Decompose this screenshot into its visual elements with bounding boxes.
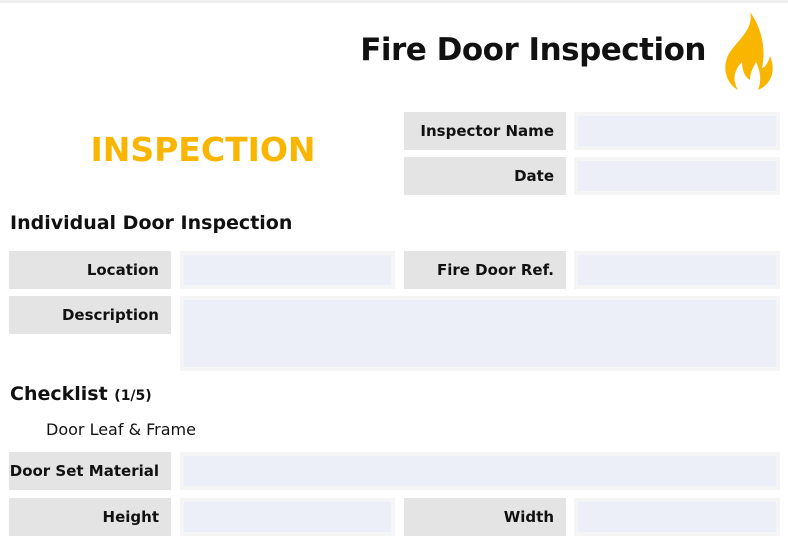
width-input[interactable] xyxy=(578,502,776,532)
description-input[interactable] xyxy=(184,300,776,367)
door-set-material-label: Door Set Material xyxy=(9,452,171,490)
fire-door-ref-input[interactable] xyxy=(578,255,776,285)
checklist-progress: (1/5) xyxy=(114,388,152,404)
height-label: Height xyxy=(9,498,171,536)
inspector-name-field xyxy=(574,112,780,150)
date-field xyxy=(574,157,780,195)
fire-door-ref-field xyxy=(574,251,780,289)
date-input[interactable] xyxy=(578,161,776,191)
checklist-title: Checklist xyxy=(10,383,108,405)
location-input[interactable] xyxy=(184,255,391,285)
width-field xyxy=(574,498,780,536)
checklist-heading: Checklist (1/5) xyxy=(10,383,152,405)
checklist-subheading: Door Leaf & Frame xyxy=(46,420,196,439)
door-set-material-input[interactable] xyxy=(184,456,776,486)
location-label: Location xyxy=(9,251,171,289)
description-label: Description xyxy=(9,296,171,334)
date-label: Date xyxy=(404,157,566,195)
inspector-name-input[interactable] xyxy=(578,116,776,146)
fire-door-ref-label: Fire Door Ref. xyxy=(404,251,566,289)
height-field xyxy=(180,498,395,536)
location-field xyxy=(180,251,395,289)
section-label: INSPECTION xyxy=(90,130,316,169)
width-label: Width xyxy=(404,498,566,536)
page-title: Fire Door Inspection xyxy=(360,32,706,68)
door-heading: Individual Door Inspection xyxy=(10,212,293,234)
height-input[interactable] xyxy=(184,502,391,532)
door-set-material-field xyxy=(180,452,780,490)
inspector-name-label: Inspector Name xyxy=(404,112,566,150)
description-field xyxy=(180,296,780,371)
flame-icon xyxy=(725,12,773,90)
top-border xyxy=(0,0,788,3)
